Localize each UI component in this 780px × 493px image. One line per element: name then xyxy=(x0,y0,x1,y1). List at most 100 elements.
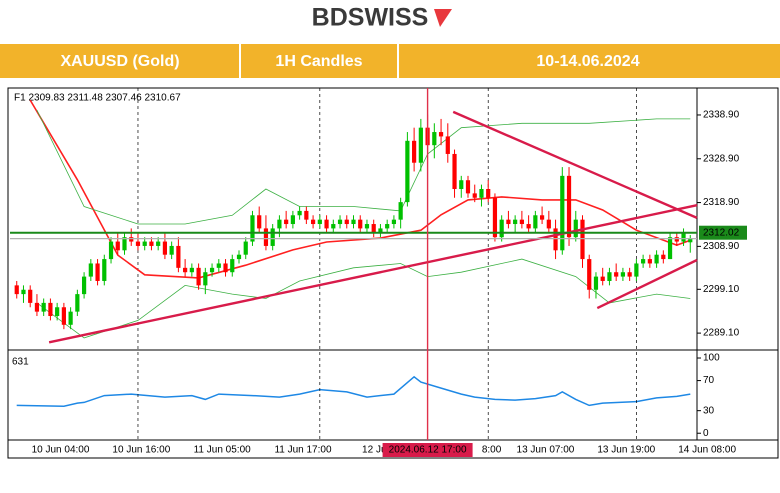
info-text: F1 2309.83 2311.48 2307.46 2310.67 xyxy=(14,93,181,104)
candle-body xyxy=(364,224,370,229)
candle-body xyxy=(391,219,397,225)
candle-body xyxy=(580,219,585,260)
candle-body xyxy=(546,219,551,229)
candle-body xyxy=(75,294,80,312)
candle-body xyxy=(102,259,107,281)
chart-frame xyxy=(7,87,779,459)
timeframe: 1H Candles xyxy=(275,53,362,70)
candle-body xyxy=(539,215,545,220)
candle-body xyxy=(95,263,100,281)
candle-body xyxy=(526,224,531,229)
line xyxy=(596,258,698,310)
candle-body xyxy=(156,241,161,246)
candle-body xyxy=(135,241,141,246)
line xyxy=(36,109,691,225)
candle-body xyxy=(243,241,248,255)
candle-body xyxy=(68,311,73,325)
candle-body xyxy=(432,132,437,146)
y-tick-label: 2338.90 xyxy=(703,110,740,121)
candle-body xyxy=(55,307,60,317)
candle-body xyxy=(142,241,147,246)
candle-body xyxy=(176,245,181,268)
x-tick-label: 10 Jun 04:00 xyxy=(32,445,90,456)
candle-body xyxy=(310,219,316,225)
candle-body xyxy=(674,237,679,242)
price-label: 2312.02 xyxy=(703,227,740,238)
candle-body xyxy=(412,140,417,163)
candle-body xyxy=(263,228,269,246)
candle-body xyxy=(277,219,282,229)
logo: BDSWISS xyxy=(312,4,429,32)
candle-body xyxy=(614,272,619,277)
candle-body xyxy=(216,263,221,268)
candle-body xyxy=(297,210,302,216)
candle-body xyxy=(647,259,652,264)
line xyxy=(452,110,698,220)
candle-body xyxy=(587,259,592,290)
candle-body xyxy=(183,267,188,273)
candle-body xyxy=(284,219,289,225)
x-tick-label: 11 Jun 05:00 xyxy=(194,445,252,456)
candle-body xyxy=(209,267,215,273)
candle-body xyxy=(472,193,477,198)
candle-body xyxy=(627,272,632,277)
candle-body xyxy=(337,219,343,225)
y-tick-label: 2328.90 xyxy=(703,153,740,164)
candle-body xyxy=(88,263,93,277)
candle-body xyxy=(681,232,686,242)
candle-body xyxy=(108,241,114,260)
candle-body xyxy=(61,307,66,325)
candle-body xyxy=(14,285,19,295)
y-tick-label: 70 xyxy=(703,375,715,386)
line xyxy=(16,375,691,407)
candle-body xyxy=(667,237,673,260)
candle-body xyxy=(465,180,471,194)
x-tick-label: 8:00 xyxy=(482,445,502,456)
x-tick-label: 13 Jun 19:00 xyxy=(597,445,655,456)
candle-body xyxy=(385,224,390,229)
line xyxy=(48,204,698,344)
candle-body xyxy=(519,219,524,225)
y-tick-label: 2318.90 xyxy=(703,197,740,208)
x-tick-label: 14 Jun 08:00 xyxy=(678,445,736,456)
candle-body xyxy=(122,237,127,251)
candle-body xyxy=(270,228,275,246)
candle-body xyxy=(620,272,626,277)
candle-body xyxy=(189,267,194,273)
price-label-box xyxy=(699,225,747,240)
y-tick-label: 0 xyxy=(703,428,709,439)
title-bar xyxy=(0,44,780,78)
y-tick-label: 2308.90 xyxy=(703,241,740,252)
candle-body xyxy=(418,127,423,163)
candle-body xyxy=(533,215,538,229)
candle-body xyxy=(21,289,26,295)
candle-body xyxy=(34,302,40,312)
candle-body xyxy=(169,245,174,255)
candle-body xyxy=(506,219,511,225)
y-tick-label: 30 xyxy=(703,405,715,416)
indicator-label: 631 xyxy=(12,357,29,368)
x-tick-label: 12 Jun xyxy=(362,445,392,456)
candle-body xyxy=(634,263,639,277)
candle-body xyxy=(371,224,376,233)
y-tick-label: 100 xyxy=(703,353,720,364)
candle-body xyxy=(304,210,309,220)
logo-icon xyxy=(434,9,452,27)
candle-body xyxy=(149,241,154,246)
candle-body xyxy=(129,237,134,242)
candle-body xyxy=(223,263,228,273)
candle-body xyxy=(398,202,403,220)
line xyxy=(36,258,691,339)
candle-body xyxy=(351,219,356,225)
candle-body xyxy=(479,188,484,198)
candle-body xyxy=(324,219,329,229)
candle-body xyxy=(257,215,262,229)
candle-body xyxy=(230,259,235,273)
candle-body xyxy=(560,175,565,251)
x-tick-label: 10 Jun 16:00 xyxy=(112,445,170,456)
candle-body xyxy=(459,180,464,189)
candle-body xyxy=(492,197,498,238)
candle-body xyxy=(600,276,605,281)
